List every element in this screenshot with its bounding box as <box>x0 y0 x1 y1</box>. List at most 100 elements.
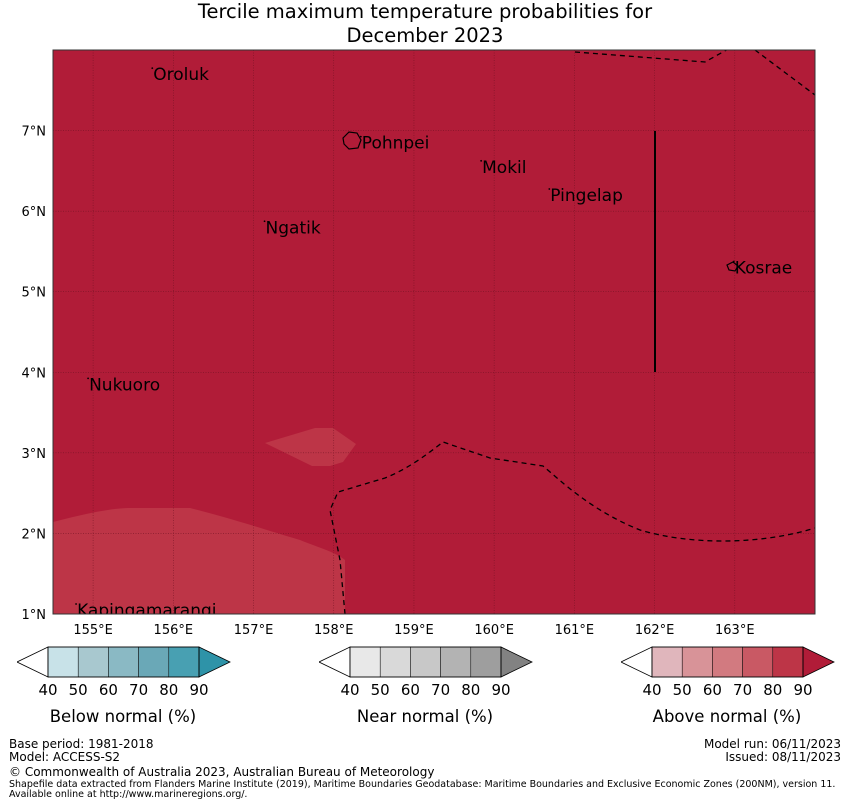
colorbar-segment <box>410 646 441 678</box>
colorbar-ticks: 40 50 60 70 80 90 <box>319 681 534 699</box>
longitude-tick-label: 162°E <box>635 623 675 638</box>
place-marker <box>548 188 551 190</box>
colorbar-frame <box>47 646 200 678</box>
colorbar-title: Above normal (%) <box>652 707 802 726</box>
colorbar-frame <box>651 646 804 678</box>
colorbar-frame <box>349 646 502 678</box>
model-run: Model run: 06/11/2023 <box>703 737 841 751</box>
colorbar-segment <box>470 646 502 678</box>
place-labels: Oroluk Pohnpei Mokil Pingelap Ngatik Kosrae Nu… <box>75 65 792 621</box>
colorbar-segment <box>440 646 472 678</box>
colorbar-segment <box>712 646 743 678</box>
shapefile-credit-1: Shapefile data extracted from Flanders M… <box>9 779 836 790</box>
place-marker <box>359 135 362 138</box>
longitude-tick-label: 155°E <box>73 623 113 638</box>
colorbar-tick-label: 90 <box>793 681 813 699</box>
latitude-tick-label: 1°N <box>22 608 47 623</box>
map-frame <box>52 49 816 615</box>
colorbar-high-extend <box>500 646 533 678</box>
longitude-tick-label: 157°E <box>234 623 274 638</box>
place-label: Kapingamarangi <box>77 601 216 621</box>
colorbar-ticks: 40 50 60 70 80 90 <box>17 681 232 699</box>
longitude-tick-label: 156°E <box>154 623 194 638</box>
longitude-tick-label: 161°E <box>555 623 595 638</box>
colorbar-tick-label: 50 <box>370 681 390 699</box>
colorbar-tick-label: 60 <box>400 681 420 699</box>
probability-patch-central <box>265 428 356 466</box>
colorbar-segment <box>651 646 683 678</box>
place-label: Pingelap <box>550 186 623 206</box>
issued-date: Issued: 08/11/2023 <box>725 750 841 764</box>
longitude-tick-label: 160°E <box>474 623 514 638</box>
latitude-tick-label: 2°N <box>22 527 47 542</box>
colorbar-tick-label: 70 <box>431 681 451 699</box>
colorbar-tick-label: 40 <box>38 681 58 699</box>
colorbar-below <box>17 646 231 678</box>
title-line-2: December 2023 <box>346 24 504 47</box>
colorbar-above <box>621 646 835 678</box>
colorbar-tick-label: 90 <box>491 681 511 699</box>
colorbar-segment <box>379 646 411 678</box>
colorbar-segment <box>349 646 381 678</box>
colorbar-tick-label: 40 <box>642 681 662 699</box>
colorbar-high-extend <box>198 646 231 678</box>
shapefile-credit-2: Available online at http://www.marinereg… <box>9 789 248 800</box>
colorbar-tick-label: 80 <box>763 681 783 699</box>
kosrae-island-outline <box>726 261 739 272</box>
colorbar-tick-label: 60 <box>98 681 118 699</box>
colorbar-near <box>319 646 533 678</box>
colorbar-tick-label: 50 <box>68 681 88 699</box>
longitude-tick-labels: 155°E 156°E 157°E 158°E 159°E 160°E 161°E 162°E… <box>73 623 754 638</box>
place-label: Ngatik <box>266 218 321 238</box>
colorbar-title: Near normal (%) <box>356 707 494 726</box>
chart-title: Tercile maximum temperature probabilitie… <box>0 0 850 48</box>
copyright: © Commonwealth of Australia 2023, Austra… <box>9 765 435 779</box>
maritime-boundaries <box>329 50 815 614</box>
colorbar-tick-label: 40 <box>340 681 360 699</box>
probability-patch-south <box>53 508 345 614</box>
eez-boundary-north <box>574 50 815 96</box>
gridlines <box>53 50 815 614</box>
colorbar-tick-label: 50 <box>672 681 692 699</box>
place-label: Pohnpei <box>362 134 430 154</box>
place-marker <box>151 67 154 70</box>
colorbar-tick-label: 70 <box>129 681 149 699</box>
latitude-tick-label: 5°N <box>22 286 47 301</box>
place-marker <box>263 220 266 223</box>
eez-boundary-south <box>329 441 815 614</box>
base-period: Base period: 1981-2018 <box>9 737 154 751</box>
latitude-tick-label: 4°N <box>22 366 47 381</box>
place-label: Mokil <box>482 158 526 178</box>
colorbar-segment <box>108 646 139 678</box>
colorbar-segment <box>742 646 774 678</box>
colorbar-tick-label: 90 <box>189 681 209 699</box>
forecast-map: Oroluk Pohnpei Mokil Pingelap Ngatik Kosrae Nu… <box>22 49 816 638</box>
model-name: Model: ACCESS-S2 <box>9 750 121 764</box>
colorbar-tick-label: 70 <box>733 681 753 699</box>
latitude-tick-labels: 7°N 6°N 5°N 4°N 3°N 2°N 1°N <box>22 125 47 623</box>
pohnpei-island-outline <box>342 131 362 150</box>
colorbar-low-extend <box>621 646 653 678</box>
place-marker <box>480 159 483 162</box>
place-label: Nukuoro <box>89 375 160 395</box>
latitude-tick-label: 6°N <box>22 205 47 220</box>
colorbar-segment <box>47 646 79 678</box>
colorbar-segment <box>138 646 170 678</box>
latitude-tick-label: 7°N <box>22 125 47 140</box>
colorbar-tick-label: 60 <box>702 681 722 699</box>
title-line-1: Tercile maximum temperature probabilitie… <box>197 0 653 23</box>
colorbar-low-extend <box>17 646 49 678</box>
colorbar-tick-label: 80 <box>461 681 481 699</box>
colorbar-ticks: 40 50 60 70 80 90 <box>621 681 836 699</box>
colorbar-tick-label: 80 <box>159 681 179 699</box>
place-marker <box>75 603 77 605</box>
colorbar-segment <box>168 646 200 678</box>
colorbar-segment <box>772 646 804 678</box>
colorbar-high-extend <box>802 646 835 678</box>
longitude-tick-label: 159°E <box>394 623 434 638</box>
colorbar-low-extend <box>319 646 351 678</box>
place-marker <box>732 260 735 263</box>
longitude-tick-label: 158°E <box>314 623 354 638</box>
place-label: Oroluk <box>153 65 209 85</box>
colorbar-segment <box>77 646 109 678</box>
